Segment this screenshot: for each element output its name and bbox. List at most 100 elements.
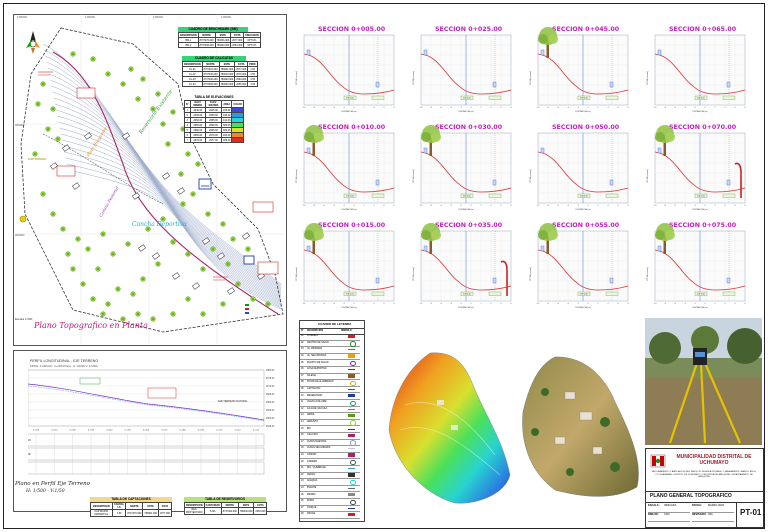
cross-section-panel: SECCION 0+045.00 EJE 0.00 COTA (msnm) DISTA… (526, 26, 636, 114)
legend-item-number: 03 (301, 348, 304, 351)
grid-label-x: 0.000000 (85, 16, 96, 19)
plan-boundary (20, 27, 284, 333)
legend-symbol-icon (350, 360, 356, 367)
house-icon (84, 132, 92, 140)
section-plot: EJE 0.00 COTA (msnm) DISTANCIA (m) -10 -8 -6 -… (412, 34, 512, 113)
cross-section-panel: SECCION 0+015.00 EJE 0.00 COTA (msnm) DISTA… (292, 222, 402, 310)
tree-icon (160, 121, 166, 127)
point-label: EJE 0.00 (346, 294, 353, 296)
y-axis-label: COTA (msnm) (295, 267, 298, 281)
legend-item: 18 CURVA SECUNDARIA (300, 445, 360, 453)
pole-icon (734, 162, 742, 198)
x-tick: 4 (724, 205, 725, 207)
x-tick: -2 (343, 205, 345, 207)
tree-icon (150, 106, 156, 112)
legend-item-label: BM (307, 427, 311, 430)
section-terrain (303, 249, 395, 291)
x-tick: 0 (587, 205, 588, 207)
legend-item: 19 CAMINO (300, 452, 360, 460)
profile-x-tick: 0+020 (70, 430, 77, 432)
profile-x-tick: 0+120 (253, 430, 260, 432)
x-tick: 4 (724, 303, 725, 305)
field-value: CAD (664, 513, 670, 516)
tree-icon (185, 251, 191, 257)
tree-icon (265, 301, 271, 307)
point-label-box (577, 193, 591, 198)
x-tick: -4 (567, 107, 569, 109)
x-tick: 2 (714, 303, 715, 305)
contour-line (62, 139, 282, 304)
legend-symbol-icon (348, 467, 355, 470)
x-tick: -8 (313, 205, 315, 207)
profile-subtitle: PROG. 0+000.00 - 0+128.00 Esc. H: 1/1000… (30, 364, 98, 368)
table-cell: 2664.000 (253, 507, 268, 515)
x-tick: -8 (313, 107, 315, 109)
x-tick: -2 (343, 107, 345, 109)
x-tick: -6 (440, 205, 442, 207)
x-tick: 0 (353, 107, 354, 109)
field-photo (645, 318, 762, 445)
plan-title: Plano Topografico en Planta (34, 321, 148, 330)
table-cell: 780040.000 (214, 42, 232, 48)
x-tick: 0 (470, 205, 471, 207)
x-tick: -8 (313, 303, 315, 305)
section-title: SECCION 0+065.00 (669, 26, 737, 33)
x-tick: 0 (704, 303, 705, 305)
legend-item-label: RIO / QUEBRADA (307, 467, 326, 470)
section-plot: EJE 0.00 COTA (msnm) DISTANCIA (m) -10 -8 -6 -… (646, 125, 746, 211)
plaza-icon (243, 255, 255, 265)
field-value: MARZO 2023 (708, 504, 724, 507)
x-tick: 4 (607, 205, 608, 207)
tree-icon (75, 236, 81, 242)
profile-x-tick: 0+040 (106, 430, 113, 432)
x-axis-label: DISTANCIA (m) (575, 110, 591, 113)
x-axis-label: DISTANCIA (m) (575, 306, 591, 309)
section-title: SECCION 0+025.00 (435, 26, 503, 33)
tree-icon (205, 211, 211, 217)
x-tick: 0 (587, 107, 588, 109)
house-icon (62, 144, 70, 152)
legend-symbol-icon (348, 433, 355, 437)
legend-symbol-icon (348, 447, 355, 450)
table-row: 7 2670.00 2677.00 180.00 (184, 137, 244, 143)
legend-item: 03 I.E. PRIMARIA (300, 346, 360, 354)
profile-caption: Plano en Perfil Eje Terreno (15, 481, 90, 487)
tree-icon (70, 51, 76, 57)
x-tick: -6 (674, 107, 676, 109)
legend-item: 12 CAJA DE VALVULA (300, 406, 360, 414)
legend-item-number: 07 (301, 374, 304, 377)
x-tick: -6 (323, 205, 325, 207)
section-terrain (654, 249, 746, 291)
profile-x-tick: 0+030 (88, 430, 95, 432)
tree-illustration (304, 125, 324, 156)
section-terrain (420, 249, 512, 291)
reservoir-icon (198, 178, 212, 190)
point-label: EJE 0.00 (346, 196, 353, 198)
x-tick: 2 (363, 107, 364, 109)
profile-y-tick: 2650.00 (266, 418, 275, 420)
legend-item-label: MURO (307, 500, 315, 503)
x-tick: 8 (744, 107, 745, 109)
title-block: MUNICIPALIDAD DISTRITAL DE UCHUMAYO MEJO… (645, 448, 764, 528)
color-swatch (231, 137, 244, 143)
table-row: BM-2 8737400.000 780040.000 2664.000 OPTI-PL (178, 42, 261, 48)
legend-item: 09 CAPTACION (300, 386, 360, 394)
x-tick: 6 (734, 107, 735, 109)
point-label: EJE 0.00 (580, 98, 587, 100)
x-tick: -10 (303, 107, 306, 109)
tree-icon (200, 311, 206, 317)
section-plot: EJE 0.00 COTA (msnm) DISTANCIA (m) -10 -8 -6 -… (529, 27, 629, 113)
legend-item-label: RESERVORIO (307, 394, 323, 397)
legend-symbol-icon (348, 374, 355, 378)
table-header-cell: NORTE (125, 502, 144, 510)
x-axis-label: DISTANCIA (m) (692, 110, 708, 113)
contour-line (65, 157, 282, 308)
legend-item: 27 TANQUE (300, 505, 360, 513)
cross-section-panel: SECCION 0+030.00 EJE 0.00 COTA (msnm) DISTA… (409, 124, 519, 212)
calicatas-table: CUADRO DE CALICATAS DESCRIPCION NORTE ESTE… (182, 56, 259, 87)
contour-line (50, 79, 282, 292)
legend-item: 24 PUENTE (300, 485, 360, 493)
section-title: SECCION 0+055.00 (552, 222, 620, 229)
x-tick: -6 (557, 205, 559, 207)
legend-item-number: 28 (301, 513, 304, 516)
